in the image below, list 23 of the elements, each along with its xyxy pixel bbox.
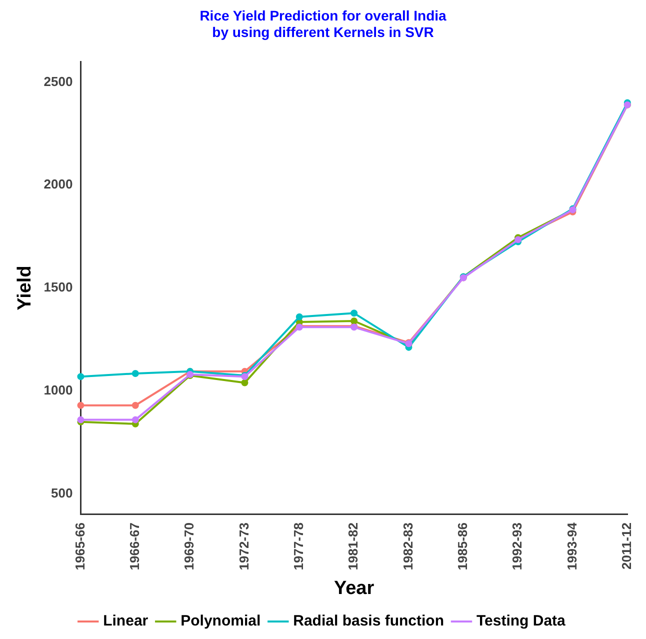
x-tick-label: 1965-66 [72, 522, 88, 570]
y-tick-label: 1500 [44, 280, 73, 295]
x-tick-label: 1982-83 [400, 522, 416, 570]
x-tick-label: 2011-12 [618, 522, 634, 570]
x-tick-label: 1993-94 [564, 522, 580, 570]
x-tick-label: 1981-82 [346, 522, 361, 570]
chart-title: Rice Yield Prediction for overall India by using different Kernels in SVR [200, 7, 447, 40]
legend-label: Polynomial [180, 612, 261, 630]
legend-label: Linear [103, 612, 148, 630]
x-axis-title: Year [334, 578, 375, 599]
x-tick-label: 1985-86 [454, 522, 470, 570]
y-axis-title: Yield [14, 266, 36, 310]
legend-label: Radial basis function [293, 612, 444, 630]
y-tick-label: 500 [51, 485, 73, 500]
y-tick-label: 2000 [44, 176, 73, 192]
x-tick-label: 1977-78 [290, 522, 306, 570]
x-tick-label: 1992-93 [510, 522, 525, 570]
y-tick-label: 1000 [44, 382, 73, 398]
x-tick-label: 1966-67 [126, 522, 142, 570]
y-tick-label: 2500 [44, 74, 73, 89]
legend-label: Testing Data [476, 612, 566, 630]
x-tick-label: 1972-73 [236, 522, 252, 570]
x-tick-label: 1969-70 [182, 522, 197, 570]
